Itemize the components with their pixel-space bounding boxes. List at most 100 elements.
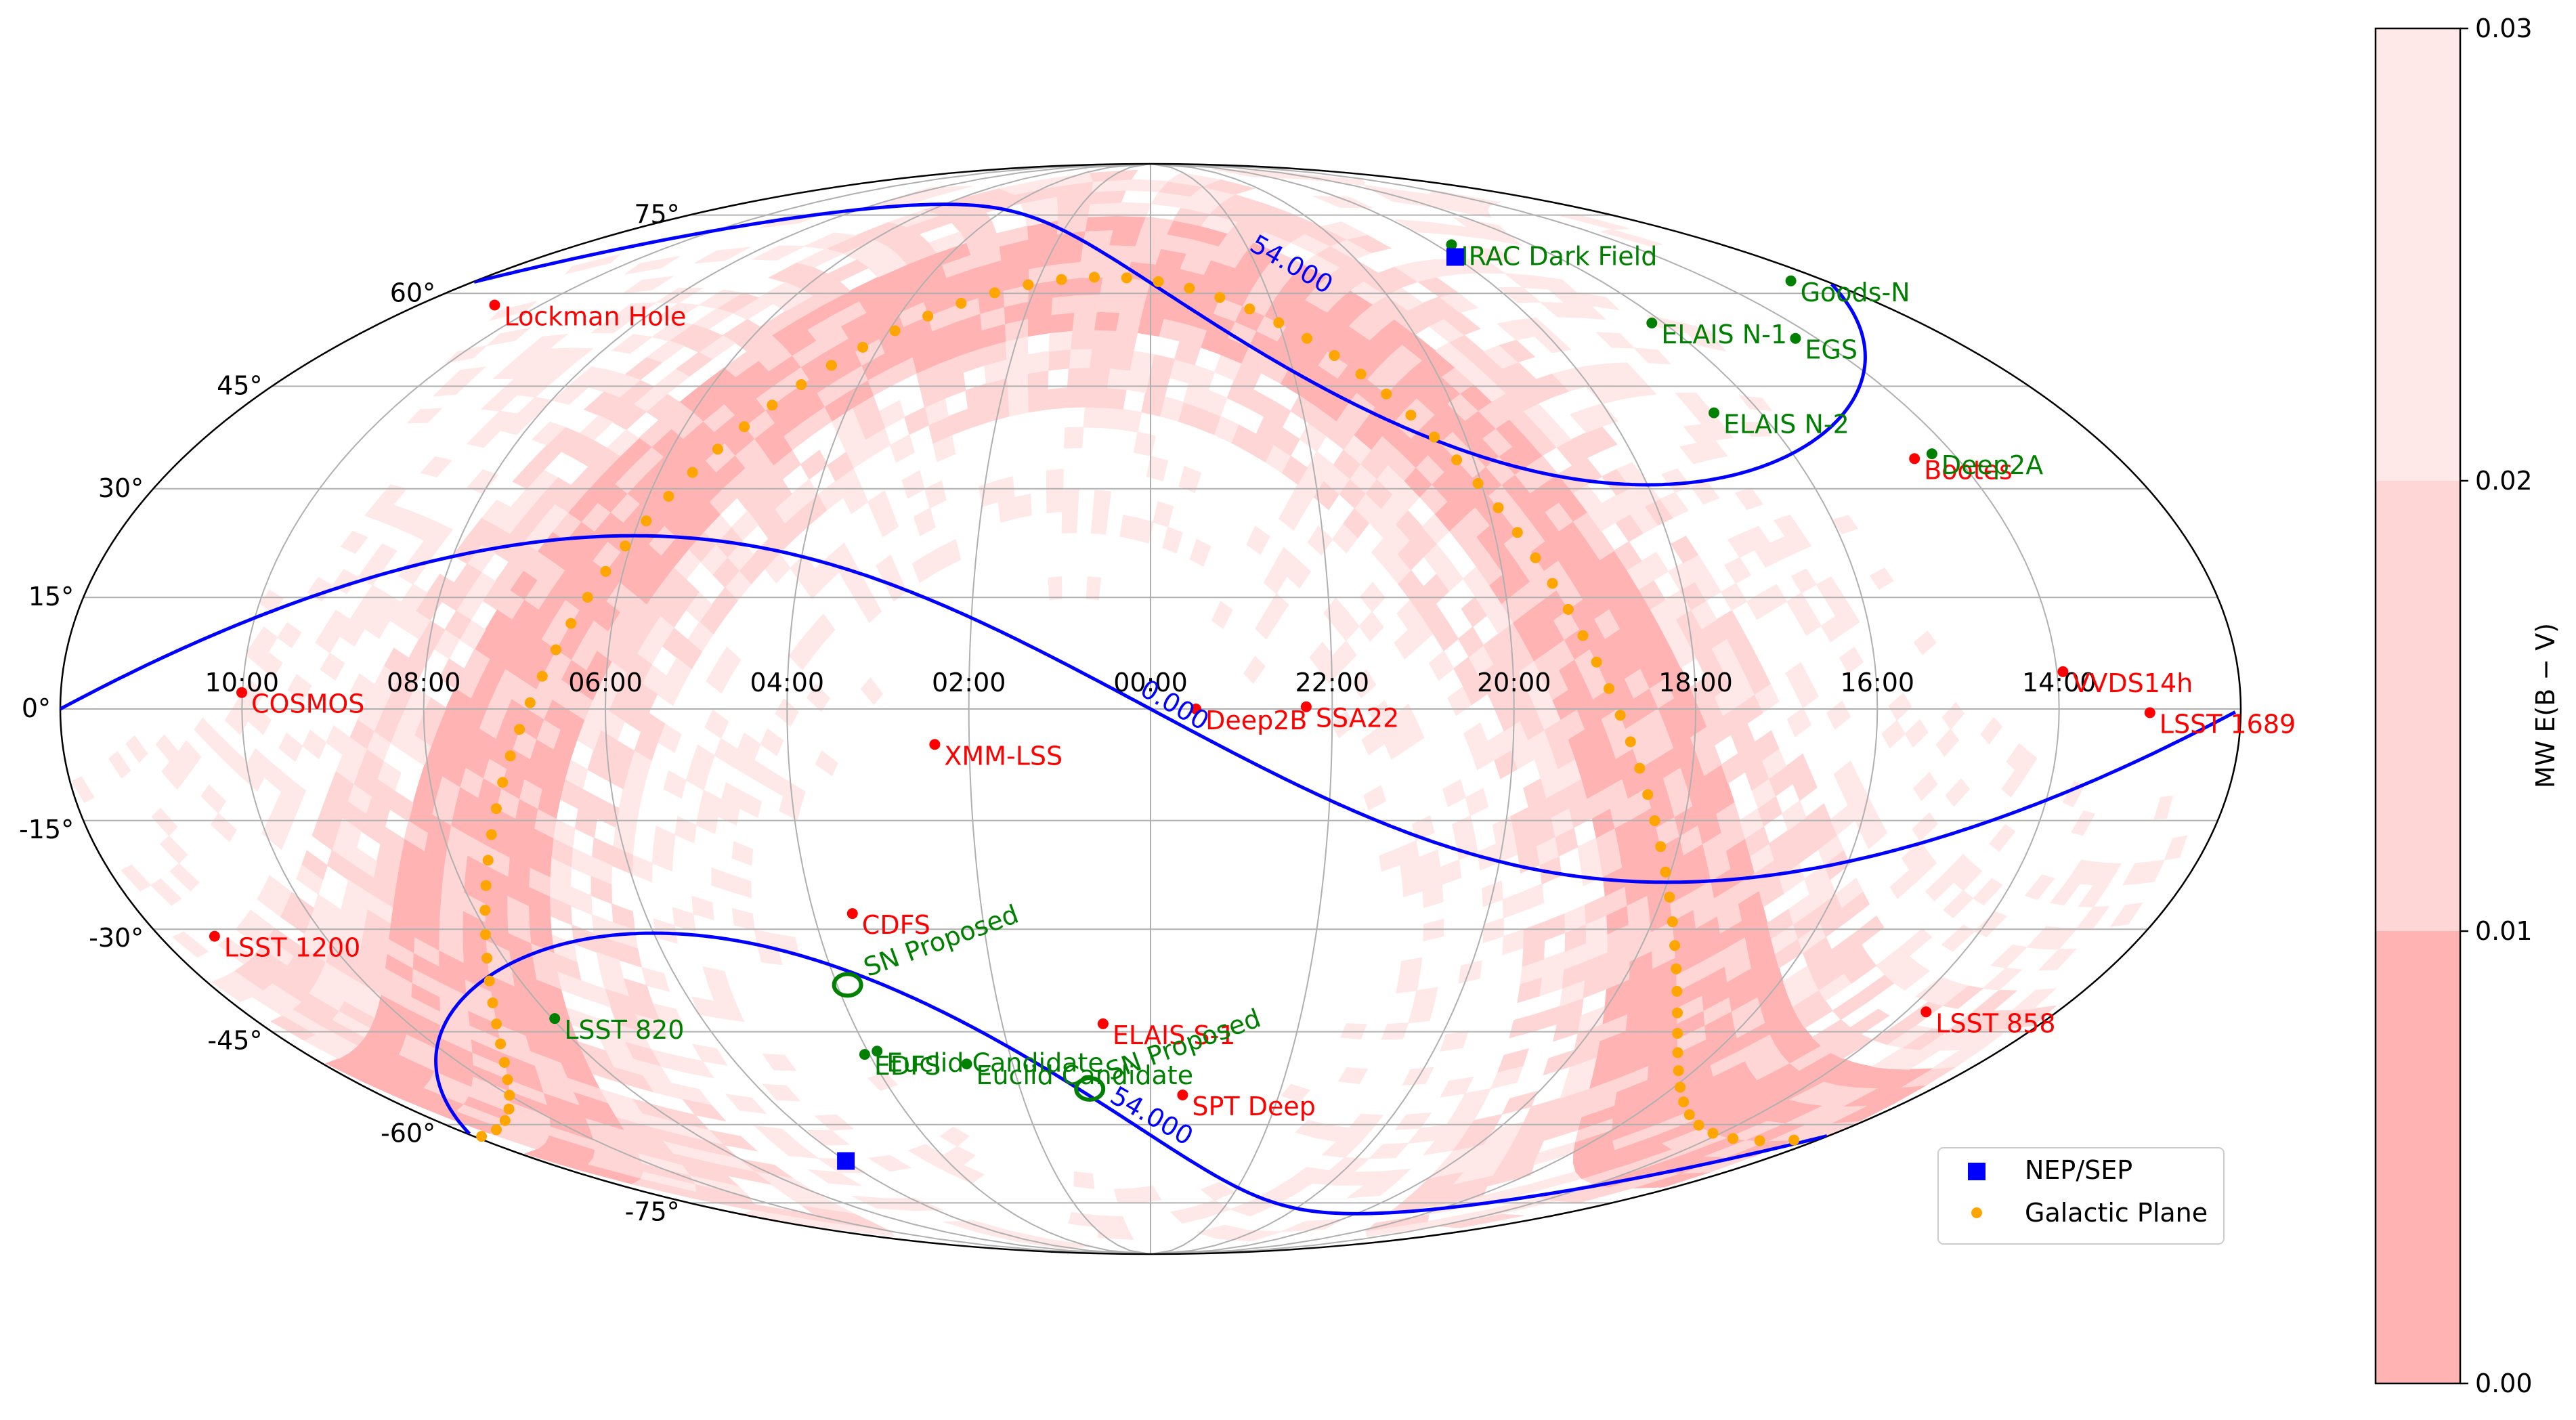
ecliptic-contour	[473, 202, 1287, 369]
dust-cell	[911, 554, 934, 584]
red-field-marker	[1909, 453, 1920, 465]
dust-cell	[517, 397, 554, 418]
galactic-plane-dot	[1089, 272, 1100, 283]
galactic-plane-dot	[1660, 866, 1671, 878]
dust-cell	[779, 795, 802, 821]
dust-cell	[1835, 878, 1864, 909]
dust-cell	[1912, 812, 1938, 842]
galactic-plane-dot	[536, 670, 548, 682]
dust-cell	[706, 663, 731, 694]
dust-cell	[1337, 1067, 1369, 1084]
dust-cell	[1913, 771, 1938, 802]
dust-cell	[1073, 1171, 1095, 1189]
dust-cell	[1153, 500, 1174, 528]
dust-cell	[711, 867, 732, 892]
galactic-plane-dot	[498, 1057, 510, 1068]
galactic-plane-dot	[825, 360, 837, 371]
galactic-plane-dot	[491, 1018, 502, 1030]
galactic-plane-dot	[1671, 985, 1683, 997]
dust-cell	[523, 1148, 588, 1170]
galactic-legend-icon	[1971, 1207, 1982, 1218]
galactic-plane-dot	[524, 697, 536, 708]
dust-cell	[1440, 1076, 1474, 1098]
dust-cell	[583, 391, 620, 416]
green-field-label: Goods-N	[1801, 278, 1910, 307]
dust-cell	[277, 622, 302, 649]
dust-cell	[1048, 576, 1062, 601]
galactic-plane	[476, 272, 1800, 1146]
dust-cell	[655, 288, 704, 304]
green-field-label: EGS	[1805, 335, 1858, 365]
galactic-plane-dot	[1511, 527, 1523, 538]
red-field-label: CDFS	[862, 910, 930, 940]
galactic-plane-dot	[481, 952, 493, 964]
red-field-marker	[1920, 1006, 1932, 1018]
dust-cell	[1061, 511, 1078, 534]
dust-cell	[1119, 514, 1139, 540]
colorbar-band-low	[2376, 931, 2460, 1383]
green-field-marker	[1646, 318, 1658, 328]
dust-cell	[210, 812, 237, 842]
dust-cell	[155, 734, 179, 762]
dust-cell	[1690, 480, 1720, 505]
dust-cell	[1133, 431, 1156, 457]
dust-cell	[1904, 718, 1929, 748]
dust-cell	[1465, 788, 1489, 817]
galactic-plane-dot	[550, 644, 561, 655]
galactic-plane-dot	[1604, 683, 1614, 694]
dust-cell	[278, 732, 303, 762]
dust-cell	[1740, 421, 1772, 437]
galactic-plane-dot	[1214, 292, 1226, 303]
dust-cell	[1442, 779, 1466, 808]
ecliptic-contour	[1014, 1049, 1828, 1215]
red-field-label: Bootes	[1924, 455, 2013, 485]
dust-cell	[349, 673, 375, 703]
dust-cell	[2066, 859, 2095, 884]
dust-cell	[1358, 611, 1384, 642]
galactic-plane-dot	[505, 750, 516, 762]
dust-cell	[1816, 576, 1842, 601]
green-field-marker	[1926, 448, 1937, 460]
dust-cell	[1027, 351, 1050, 374]
galactic-plane-dot	[482, 855, 494, 866]
dust-cell	[1273, 546, 1298, 577]
dust-cell	[623, 276, 674, 294]
dust-cell	[1832, 992, 1869, 1020]
dust-cell	[731, 874, 752, 899]
dust-cell	[924, 480, 947, 509]
galactic-plane-dot	[582, 592, 593, 603]
galactic-plane-dot	[476, 1131, 488, 1142]
dust-cell	[1418, 849, 1441, 875]
dust-cell	[702, 966, 731, 989]
dec-tick-label: -75°	[625, 1197, 680, 1226]
nep-sep-legend-icon	[1968, 1163, 1985, 1180]
colorbar-label: MW E(B − V)	[2531, 623, 2560, 788]
dust-cell	[943, 1220, 1010, 1233]
dust-cell	[1062, 489, 1079, 512]
dust-cell	[1014, 493, 1032, 519]
dust-cell	[2038, 948, 2077, 971]
dust-cell	[1096, 293, 1123, 313]
galactic-plane-dot	[1649, 815, 1660, 826]
green-field-label: ELAIS N-2	[1723, 410, 1849, 439]
dust-cell	[1990, 944, 2028, 969]
galactic-plane-dot	[490, 803, 502, 815]
dust-cell	[169, 863, 200, 892]
dust-cell	[904, 406, 930, 435]
green-field-marker	[1790, 332, 1801, 344]
dust-cell	[1847, 790, 1873, 821]
dust-cell	[2153, 796, 2174, 820]
dust-cell	[2006, 743, 2029, 771]
meridian-line	[1150, 164, 1697, 1254]
dust-cell	[1083, 406, 1105, 429]
galactic-plane-dot	[857, 341, 869, 353]
dust-cell	[1616, 462, 1647, 488]
dust-cell	[466, 427, 501, 448]
dust-cell	[762, 1054, 797, 1071]
galactic-plane-dot	[1634, 762, 1646, 774]
galactic-plane-dot	[1302, 332, 1312, 344]
galactic-plane-dot	[479, 905, 491, 916]
red-field-marker	[2057, 666, 2069, 677]
dust-cell	[1086, 367, 1111, 389]
dust-cell	[1369, 700, 1394, 729]
